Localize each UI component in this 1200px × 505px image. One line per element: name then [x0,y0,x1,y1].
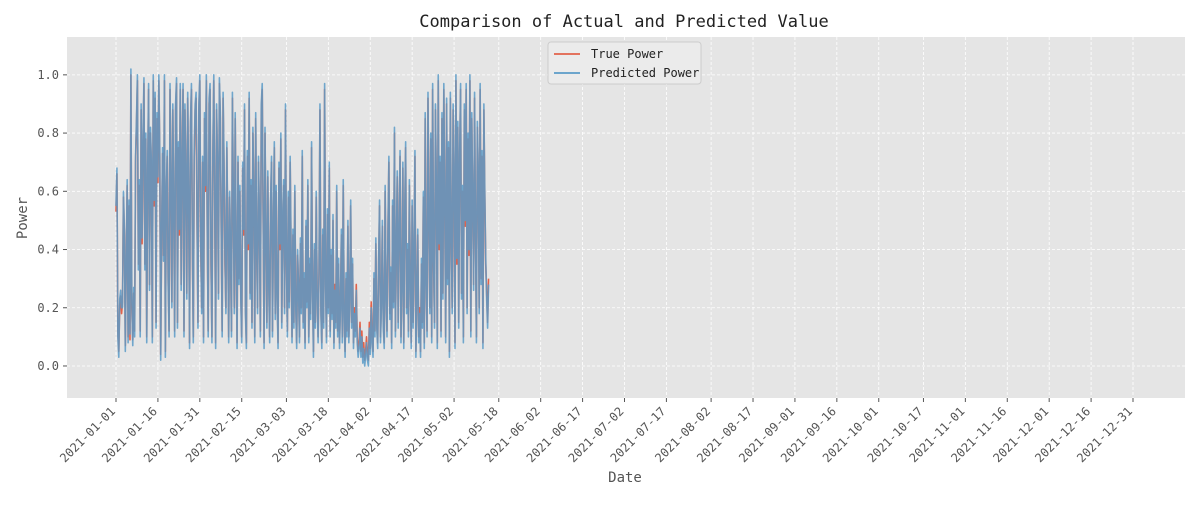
x-axis-ticks: 2021-01-012021-01-162021-01-312021-02-15… [57,398,1135,465]
legend-label-predicted-power: Predicted Power [591,66,699,80]
series-line-predicted-power [115,68,490,367]
x-axis-label: Date [608,470,642,486]
y-tick-label: 0.2 [37,301,59,315]
series-layer [115,68,490,367]
y-tick-label: 0.6 [37,184,59,198]
y-tick-label: 0.0 [37,359,59,373]
chart-title: Comparison of Actual and Predicted Value [419,12,828,32]
legend: True Power Predicted Power [547,41,702,85]
y-tick-label: 0.4 [37,243,59,257]
legend-box [547,41,702,85]
legend-label-true-power: True Power [591,47,663,61]
y-tick-label: 1.0 [37,68,59,82]
y-axis-ticks: 0.0 0.2 0.4 0.6 0.8 1.0 [37,68,67,373]
y-tick-label: 0.8 [37,126,59,140]
y-axis-label: Power [15,197,31,239]
